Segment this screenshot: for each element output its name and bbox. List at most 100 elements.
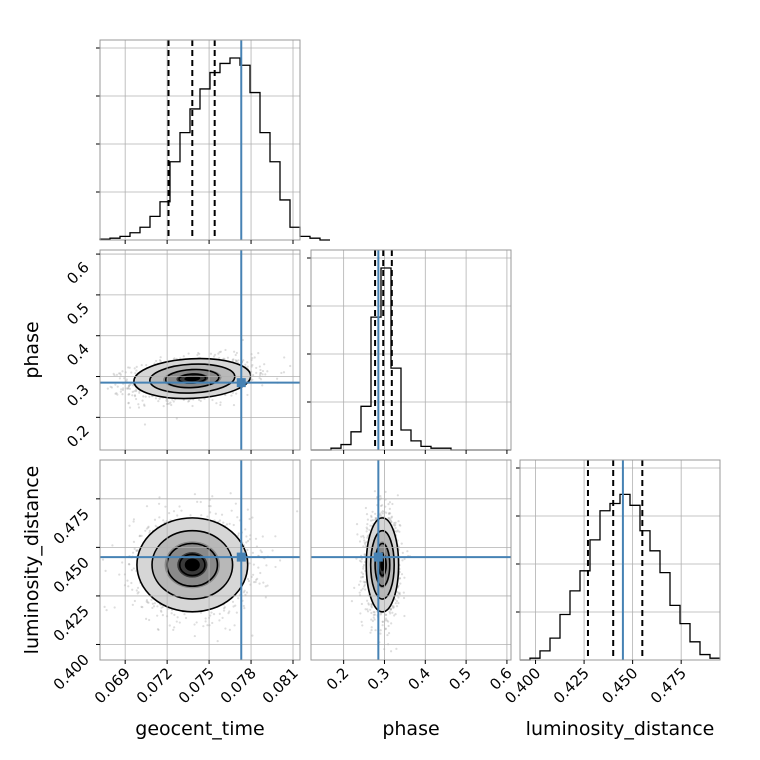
x-tick-label: 0.3 xyxy=(364,664,394,694)
sample-point xyxy=(361,572,365,576)
sample-point xyxy=(144,529,147,532)
sample-point xyxy=(389,608,392,611)
sample-point xyxy=(274,565,277,569)
sample-point xyxy=(261,373,264,376)
sample-point xyxy=(234,604,237,607)
sample-point xyxy=(154,524,157,527)
sample-point xyxy=(184,616,188,620)
sample-point xyxy=(131,588,134,591)
sample-point xyxy=(381,620,384,623)
sample-point xyxy=(172,400,175,403)
sample-point xyxy=(126,579,129,582)
sample-point xyxy=(211,398,214,402)
sample-point xyxy=(360,557,363,561)
sample-point xyxy=(393,524,396,527)
sample-point xyxy=(251,516,254,519)
sample-point xyxy=(379,494,382,498)
sample-point xyxy=(374,629,377,632)
sample-point xyxy=(394,598,397,601)
sample-point xyxy=(122,387,125,390)
sample-point xyxy=(403,614,406,618)
sample-point xyxy=(140,363,143,367)
sample-point xyxy=(132,384,135,387)
x-axis-label-geocent-time: geocent_time xyxy=(135,718,264,740)
contour-line xyxy=(178,553,206,577)
sample-point xyxy=(259,549,262,552)
sample-point xyxy=(402,596,406,600)
sample-point xyxy=(182,398,185,402)
sample-point xyxy=(231,358,234,362)
scatter-panel-geocent_time-luminosity_distance xyxy=(99,459,301,661)
sample-point xyxy=(392,606,395,609)
sample-point xyxy=(280,371,283,375)
sample-point xyxy=(366,518,370,521)
sample-point xyxy=(389,607,393,610)
sample-point xyxy=(392,523,395,526)
sample-point xyxy=(392,605,395,608)
sample-point xyxy=(365,530,368,533)
sample-point xyxy=(161,605,165,608)
sample-point xyxy=(289,364,292,368)
sample-point xyxy=(402,591,405,594)
sample-point xyxy=(144,395,147,398)
sample-point xyxy=(372,613,375,616)
sample-point xyxy=(245,591,249,594)
sample-point xyxy=(361,587,364,590)
contour-line xyxy=(164,368,220,389)
sample-point xyxy=(387,503,390,506)
sample-point xyxy=(173,357,176,360)
sample-point xyxy=(242,591,246,594)
sample-point xyxy=(113,606,116,609)
sample-point xyxy=(157,628,160,632)
sample-point xyxy=(251,357,254,360)
sample-point xyxy=(233,624,236,627)
sample-point xyxy=(115,373,119,376)
sample-point xyxy=(109,385,112,388)
sample-point xyxy=(388,512,392,515)
sample-point xyxy=(366,610,370,613)
sample-point xyxy=(389,518,392,521)
sample-point xyxy=(237,534,240,537)
sample-point xyxy=(246,548,249,552)
sample-point xyxy=(259,372,262,375)
sample-point xyxy=(363,583,366,587)
sample-point xyxy=(196,353,199,357)
sample-point xyxy=(143,404,146,407)
sample-point xyxy=(380,504,384,507)
x-tick-label: 0.425 xyxy=(550,664,593,707)
sample-point xyxy=(246,508,249,511)
sample-point xyxy=(211,621,214,625)
sample-point xyxy=(182,355,185,358)
sample-point xyxy=(235,611,238,614)
sample-point xyxy=(138,391,141,394)
sample-point xyxy=(243,589,246,592)
sample-point xyxy=(367,603,370,606)
sample-point xyxy=(248,538,252,541)
x-tick-label: 0.081 xyxy=(259,664,302,707)
sample-point xyxy=(130,569,133,572)
sample-point xyxy=(198,352,201,356)
sample-point xyxy=(128,366,131,369)
sample-point xyxy=(218,356,221,360)
sample-point xyxy=(153,518,157,521)
sample-point xyxy=(119,373,122,376)
sample-point xyxy=(251,363,254,367)
sample-point xyxy=(156,614,159,617)
histogram-step xyxy=(99,57,330,241)
sample-point xyxy=(158,516,161,519)
sample-point xyxy=(370,611,373,615)
sample-point xyxy=(370,626,373,629)
sample-point xyxy=(363,541,366,544)
sample-point xyxy=(229,492,232,495)
sample-point xyxy=(356,533,359,536)
sample-point xyxy=(148,618,151,622)
sample-point xyxy=(245,541,248,544)
sample-point xyxy=(127,401,130,404)
panel-frame xyxy=(310,249,512,451)
sample-point xyxy=(237,597,240,600)
sample-point xyxy=(363,553,366,556)
sample-point xyxy=(245,535,248,538)
sample-point xyxy=(358,559,362,562)
sample-point xyxy=(394,523,397,526)
sample-point xyxy=(235,351,238,355)
